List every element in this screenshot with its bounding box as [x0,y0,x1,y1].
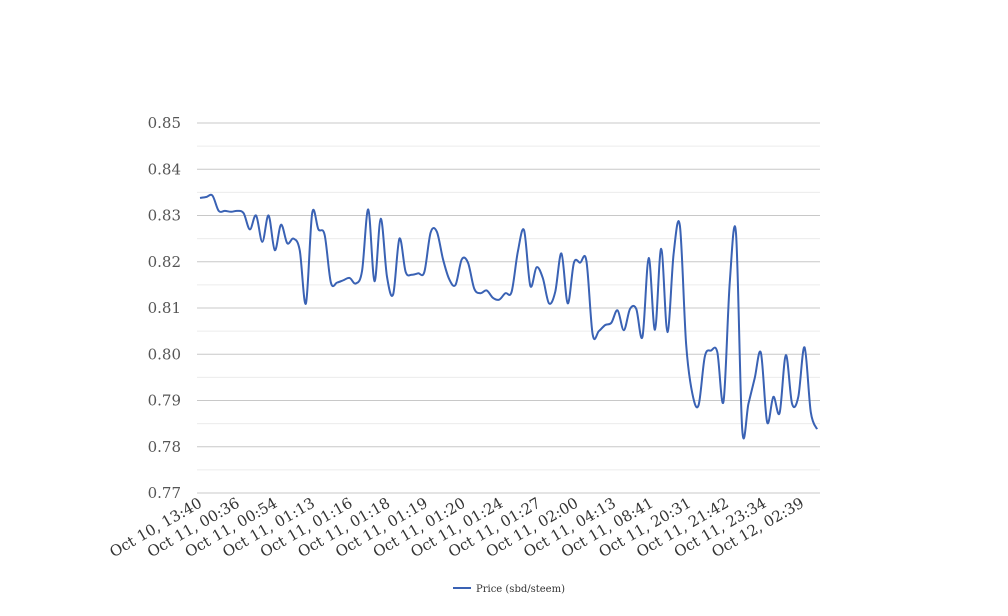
legend: Price (sbd/steem) [453,584,565,595]
legend-label: Price (sbd/steem) [476,584,565,595]
y-tick-label: 0.78 [148,438,181,456]
y-tick-label: 0.82 [148,253,181,271]
y-tick-label: 0.83 [148,207,181,225]
y-tick-label: 0.81 [148,299,181,317]
y-tick-label: 0.84 [148,160,181,178]
y-tick-label: 0.79 [148,392,181,410]
y-tick-label: 0.85 [148,114,181,132]
y-tick-label: 0.80 [148,345,181,363]
y-tick-label: 0.77 [148,484,181,502]
y-axis-ticks: 0.77 0.78 0.79 0.80 0.81 0.82 0.83 0.84 0.85 [148,114,181,502]
series-group [199,193,818,440]
series-line [199,193,818,440]
grid-lines [197,122,820,494]
